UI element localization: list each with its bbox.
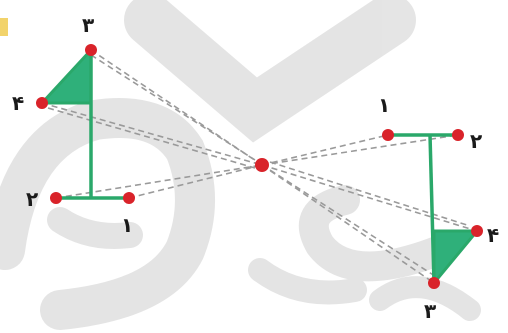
left-figure: ۳ ۴ ۲ ۱ [12,13,135,237]
center-point [255,158,269,172]
dashed-lines [41,49,478,284]
right-label-1: ۱ [378,93,390,117]
left-point-3 [85,44,97,56]
right-label-4: ۴ [487,223,499,247]
left-point-1 [123,192,135,204]
left-label-3: ۳ [82,13,94,37]
left-label-1: ۱ [121,213,133,237]
watermark [0,0,481,330]
right-point-4 [471,225,483,237]
right-point-3 [428,277,440,289]
right-triangle [432,229,481,288]
left-point-4 [36,97,48,109]
left-label-2: ۲ [26,187,38,211]
right-label-3: ۳ [424,299,436,323]
right-point-2 [452,129,464,141]
left-triangle [38,46,93,105]
left-point-2 [50,192,62,204]
corner-mark [0,18,8,36]
right-figure: ۱ ۲ ۴ ۳ [378,93,499,323]
right-point-1 [382,129,394,141]
left-label-4: ۴ [12,91,24,115]
right-label-2: ۲ [470,129,482,153]
